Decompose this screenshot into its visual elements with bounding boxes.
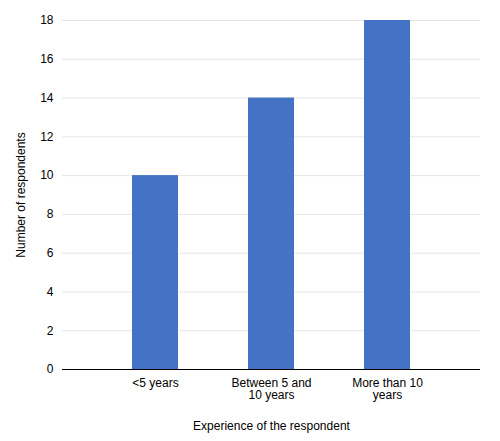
svg-text:0: 0 [47,362,54,376]
svg-text:16: 16 [40,52,54,66]
svg-text:2: 2 [47,324,54,338]
svg-text:4: 4 [47,285,54,299]
svg-text:12: 12 [40,130,54,144]
svg-text:More than 10years: More than 10years [352,376,423,402]
svg-text:Between 5 and10 years: Between 5 and10 years [231,376,311,402]
svg-text:8: 8 [47,207,54,221]
svg-text:18: 18 [40,13,54,27]
svg-text:<5 years: <5 years [132,376,178,390]
svg-text:6: 6 [47,246,54,260]
svg-text:14: 14 [40,91,54,105]
svg-text:Number of respondents: Number of respondents [14,132,28,257]
svg-text:Experience of the respondent: Experience of the respondent [193,419,350,433]
svg-text:10: 10 [40,168,54,182]
